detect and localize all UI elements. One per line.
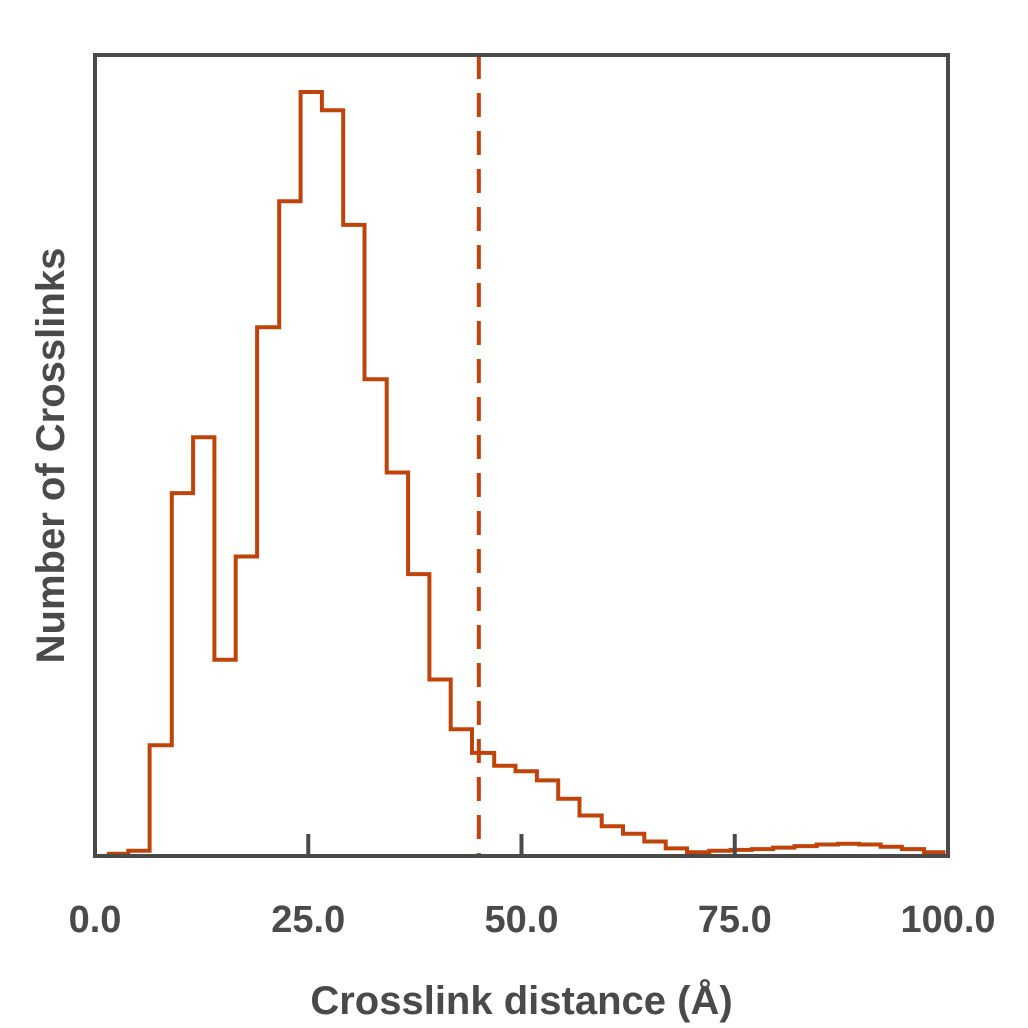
x-tick-label: 0.0 (69, 899, 122, 941)
plot-frame (93, 53, 950, 858)
x-axis-ticks (306, 834, 737, 856)
x-axis-tick-labels: 0.0 25.0 50.0 75.0 100.0 (69, 899, 996, 941)
x-tick-label: 100.0 (900, 899, 995, 941)
plot-area (106, 55, 946, 856)
y-axis-label: Number of Crosslinks (29, 248, 73, 664)
histogram-step-line-0 (106, 90, 946, 856)
x-tick-label: 75.0 (698, 899, 772, 941)
x-tick-label: 25.0 (271, 899, 345, 941)
x-tick-label: 50.0 (485, 899, 559, 941)
x-axis-label: Crosslink distance (Å) (310, 978, 732, 1023)
